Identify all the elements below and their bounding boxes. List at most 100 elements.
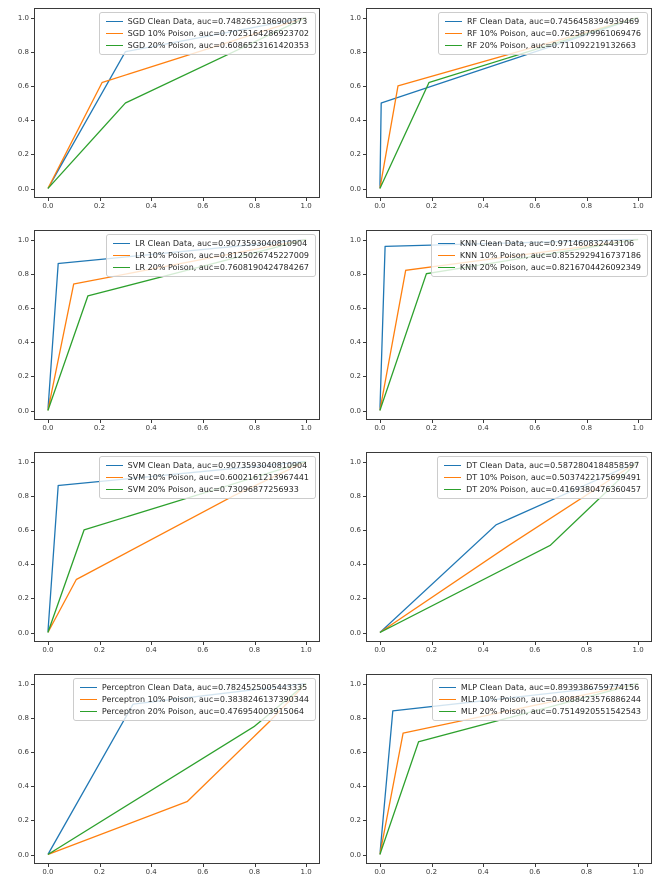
y-tick-mark xyxy=(31,17,35,19)
y-tick-mark xyxy=(363,273,367,275)
x-tick-mark xyxy=(151,641,153,645)
x-tick-label: 0.6 xyxy=(197,424,209,432)
x-tick-mark xyxy=(47,419,49,423)
y-tick-mark xyxy=(31,154,35,156)
legend-entry: KNN Clean Data, auc=0.971460832443106 xyxy=(437,238,641,249)
y-tick-mark xyxy=(363,632,367,634)
y-tick-label: 0.6 xyxy=(17,747,29,756)
x-tick-label: 0.4 xyxy=(145,424,157,432)
x-tick-mark xyxy=(254,419,256,423)
y-tick-mark xyxy=(31,273,35,275)
x-tick-label: 0.4 xyxy=(145,646,157,654)
y-tick-label: 1.0 xyxy=(349,13,361,22)
x-tick-label: 0.6 xyxy=(529,646,541,654)
legend-label: MLP 20% Poison, auc=0.7514920551542543 xyxy=(460,707,641,716)
x-tick-mark xyxy=(379,863,381,867)
subplot-sgd: 0.0 0.0 0.2 0.2 0.4 0.4 0.6 0.6 0.8 0.8 1.0 1.0 SGD … xyxy=(0,0,332,222)
legend-label: MLP Clean Data, auc=0.8939386759774156 xyxy=(460,683,640,692)
y-tick-label: 0.2 xyxy=(17,150,29,159)
legend-entry: Perceptron Clean Data, auc=0.78245250054… xyxy=(79,682,309,693)
x-tick-label: 0.8 xyxy=(248,202,261,210)
x-tick-label: 1.0 xyxy=(632,424,644,432)
legend-label: SGD 10% Poison, auc=0.7025164286923702 xyxy=(127,29,309,38)
legend-label: KNN Clean Data, auc=0.971460832443106 xyxy=(459,239,635,248)
y-tick-mark xyxy=(363,85,367,87)
x-tick-mark xyxy=(379,641,381,645)
subplot-dt: 0.0 0.0 0.2 0.2 0.4 0.4 0.6 0.6 0.8 0.8 1.0 1.0 DT C… xyxy=(332,444,664,666)
y-tick-label: 0.6 xyxy=(349,81,361,90)
y-tick-label: 0.0 xyxy=(17,184,29,193)
legend-line-sample xyxy=(105,489,123,490)
legend-line-sample xyxy=(438,687,456,688)
y-tick-label: 0.8 xyxy=(17,269,29,278)
x-tick-mark xyxy=(431,863,433,867)
legend-line-sample xyxy=(79,711,97,712)
x-tick-mark xyxy=(99,419,101,423)
x-tick-mark xyxy=(483,419,485,423)
y-tick-mark xyxy=(31,410,35,412)
axes-mlp: 0.0 0.0 0.2 0.2 0.4 0.4 0.6 0.6 0.8 0.8 1.0 1.0 MLP … xyxy=(350,674,652,876)
legend-line-sample xyxy=(113,267,131,268)
legend-line-sample xyxy=(105,465,123,466)
legend-entry: SGD Clean Data, auc=0.7482652186900373 xyxy=(105,16,309,27)
legend-entry: SVM 20% Poison, auc=0.73096877256933 xyxy=(105,484,309,495)
x-tick-label: 0.2 xyxy=(93,202,106,210)
y-tick-label: 0.4 xyxy=(349,560,361,569)
y-tick-mark xyxy=(363,410,367,412)
y-tick-mark xyxy=(363,564,367,566)
x-tick-mark xyxy=(151,419,153,423)
x-tick-mark xyxy=(151,197,153,201)
legend-line-sample xyxy=(105,45,123,46)
legend-entry: KNN 20% Poison, auc=0.8216704426092349 xyxy=(437,262,641,273)
y-tick-mark xyxy=(31,85,35,87)
y-tick-label: 0.2 xyxy=(349,594,361,603)
x-tick-mark xyxy=(638,641,640,645)
legend-label: SVM 20% Poison, auc=0.73096877256933 xyxy=(127,485,299,494)
y-tick-mark xyxy=(31,598,35,600)
x-tick-mark xyxy=(379,419,381,423)
y-tick-label: 0.0 xyxy=(17,850,29,859)
x-tick-mark xyxy=(431,641,433,645)
legend-label: RF 10% Poison, auc=0.7625879961069476 xyxy=(466,29,641,38)
x-tick-label: 0.6 xyxy=(529,868,541,876)
legend-line-sample xyxy=(105,477,123,478)
subplot-knn: 0.0 0.0 0.2 0.2 0.4 0.4 0.6 0.6 0.8 0.8 1.0 1.0 KNN … xyxy=(332,222,664,444)
y-tick-label: 0.2 xyxy=(17,594,29,603)
x-tick-label: 1.0 xyxy=(632,868,644,876)
y-tick-mark xyxy=(363,529,367,531)
x-tick-label: 1.0 xyxy=(632,646,644,654)
subplot-lr: 0.0 0.0 0.2 0.2 0.4 0.4 0.6 0.6 0.8 0.8 1.0 1.0 LR C… xyxy=(0,222,332,444)
y-tick-label: 0.0 xyxy=(349,184,361,193)
legend-entry: SVM 10% Poison, auc=0.6002161213967441 xyxy=(105,472,309,483)
y-tick-label: 0.0 xyxy=(349,850,361,859)
legend-label: LR 10% Poison, auc=0.8125026745227009 xyxy=(135,251,309,260)
y-tick-label: 0.8 xyxy=(349,713,361,722)
x-tick-label: 0.8 xyxy=(580,646,593,654)
legend-entry: DT 10% Poison, auc=0.5037422175699491 xyxy=(444,472,641,483)
legend-entry: MLP 10% Poison, auc=0.8088423576886244 xyxy=(438,694,641,705)
legend-label: SGD 20% Poison, auc=0.6086523161420353 xyxy=(127,41,309,50)
x-tick-mark xyxy=(254,641,256,645)
x-tick-mark xyxy=(306,419,308,423)
x-tick-mark xyxy=(254,863,256,867)
x-tick-label: 0.4 xyxy=(477,646,489,654)
y-tick-mark xyxy=(363,120,367,122)
x-tick-label: 1.0 xyxy=(300,424,312,432)
x-tick-label: 0.6 xyxy=(529,424,541,432)
legend-line-sample xyxy=(79,687,97,688)
y-tick-label: 0.4 xyxy=(349,338,361,347)
x-tick-mark xyxy=(99,863,101,867)
x-tick-label: 0.8 xyxy=(248,868,261,876)
y-tick-label: 0.6 xyxy=(17,525,29,534)
y-tick-label: 1.0 xyxy=(349,679,361,688)
legend-label: DT 20% Poison, auc=0.4169380476360457 xyxy=(466,485,641,494)
x-tick-mark xyxy=(379,197,381,201)
y-tick-label: 0.4 xyxy=(17,782,29,791)
y-tick-mark xyxy=(363,495,367,497)
legend-label: SGD Clean Data, auc=0.7482652186900373 xyxy=(127,17,308,26)
legend-line-sample xyxy=(444,489,462,490)
legend-line-sample xyxy=(444,21,462,22)
legend-line-sample xyxy=(444,477,462,478)
y-tick-label: 0.2 xyxy=(349,816,361,825)
legend-line-sample xyxy=(437,267,455,268)
